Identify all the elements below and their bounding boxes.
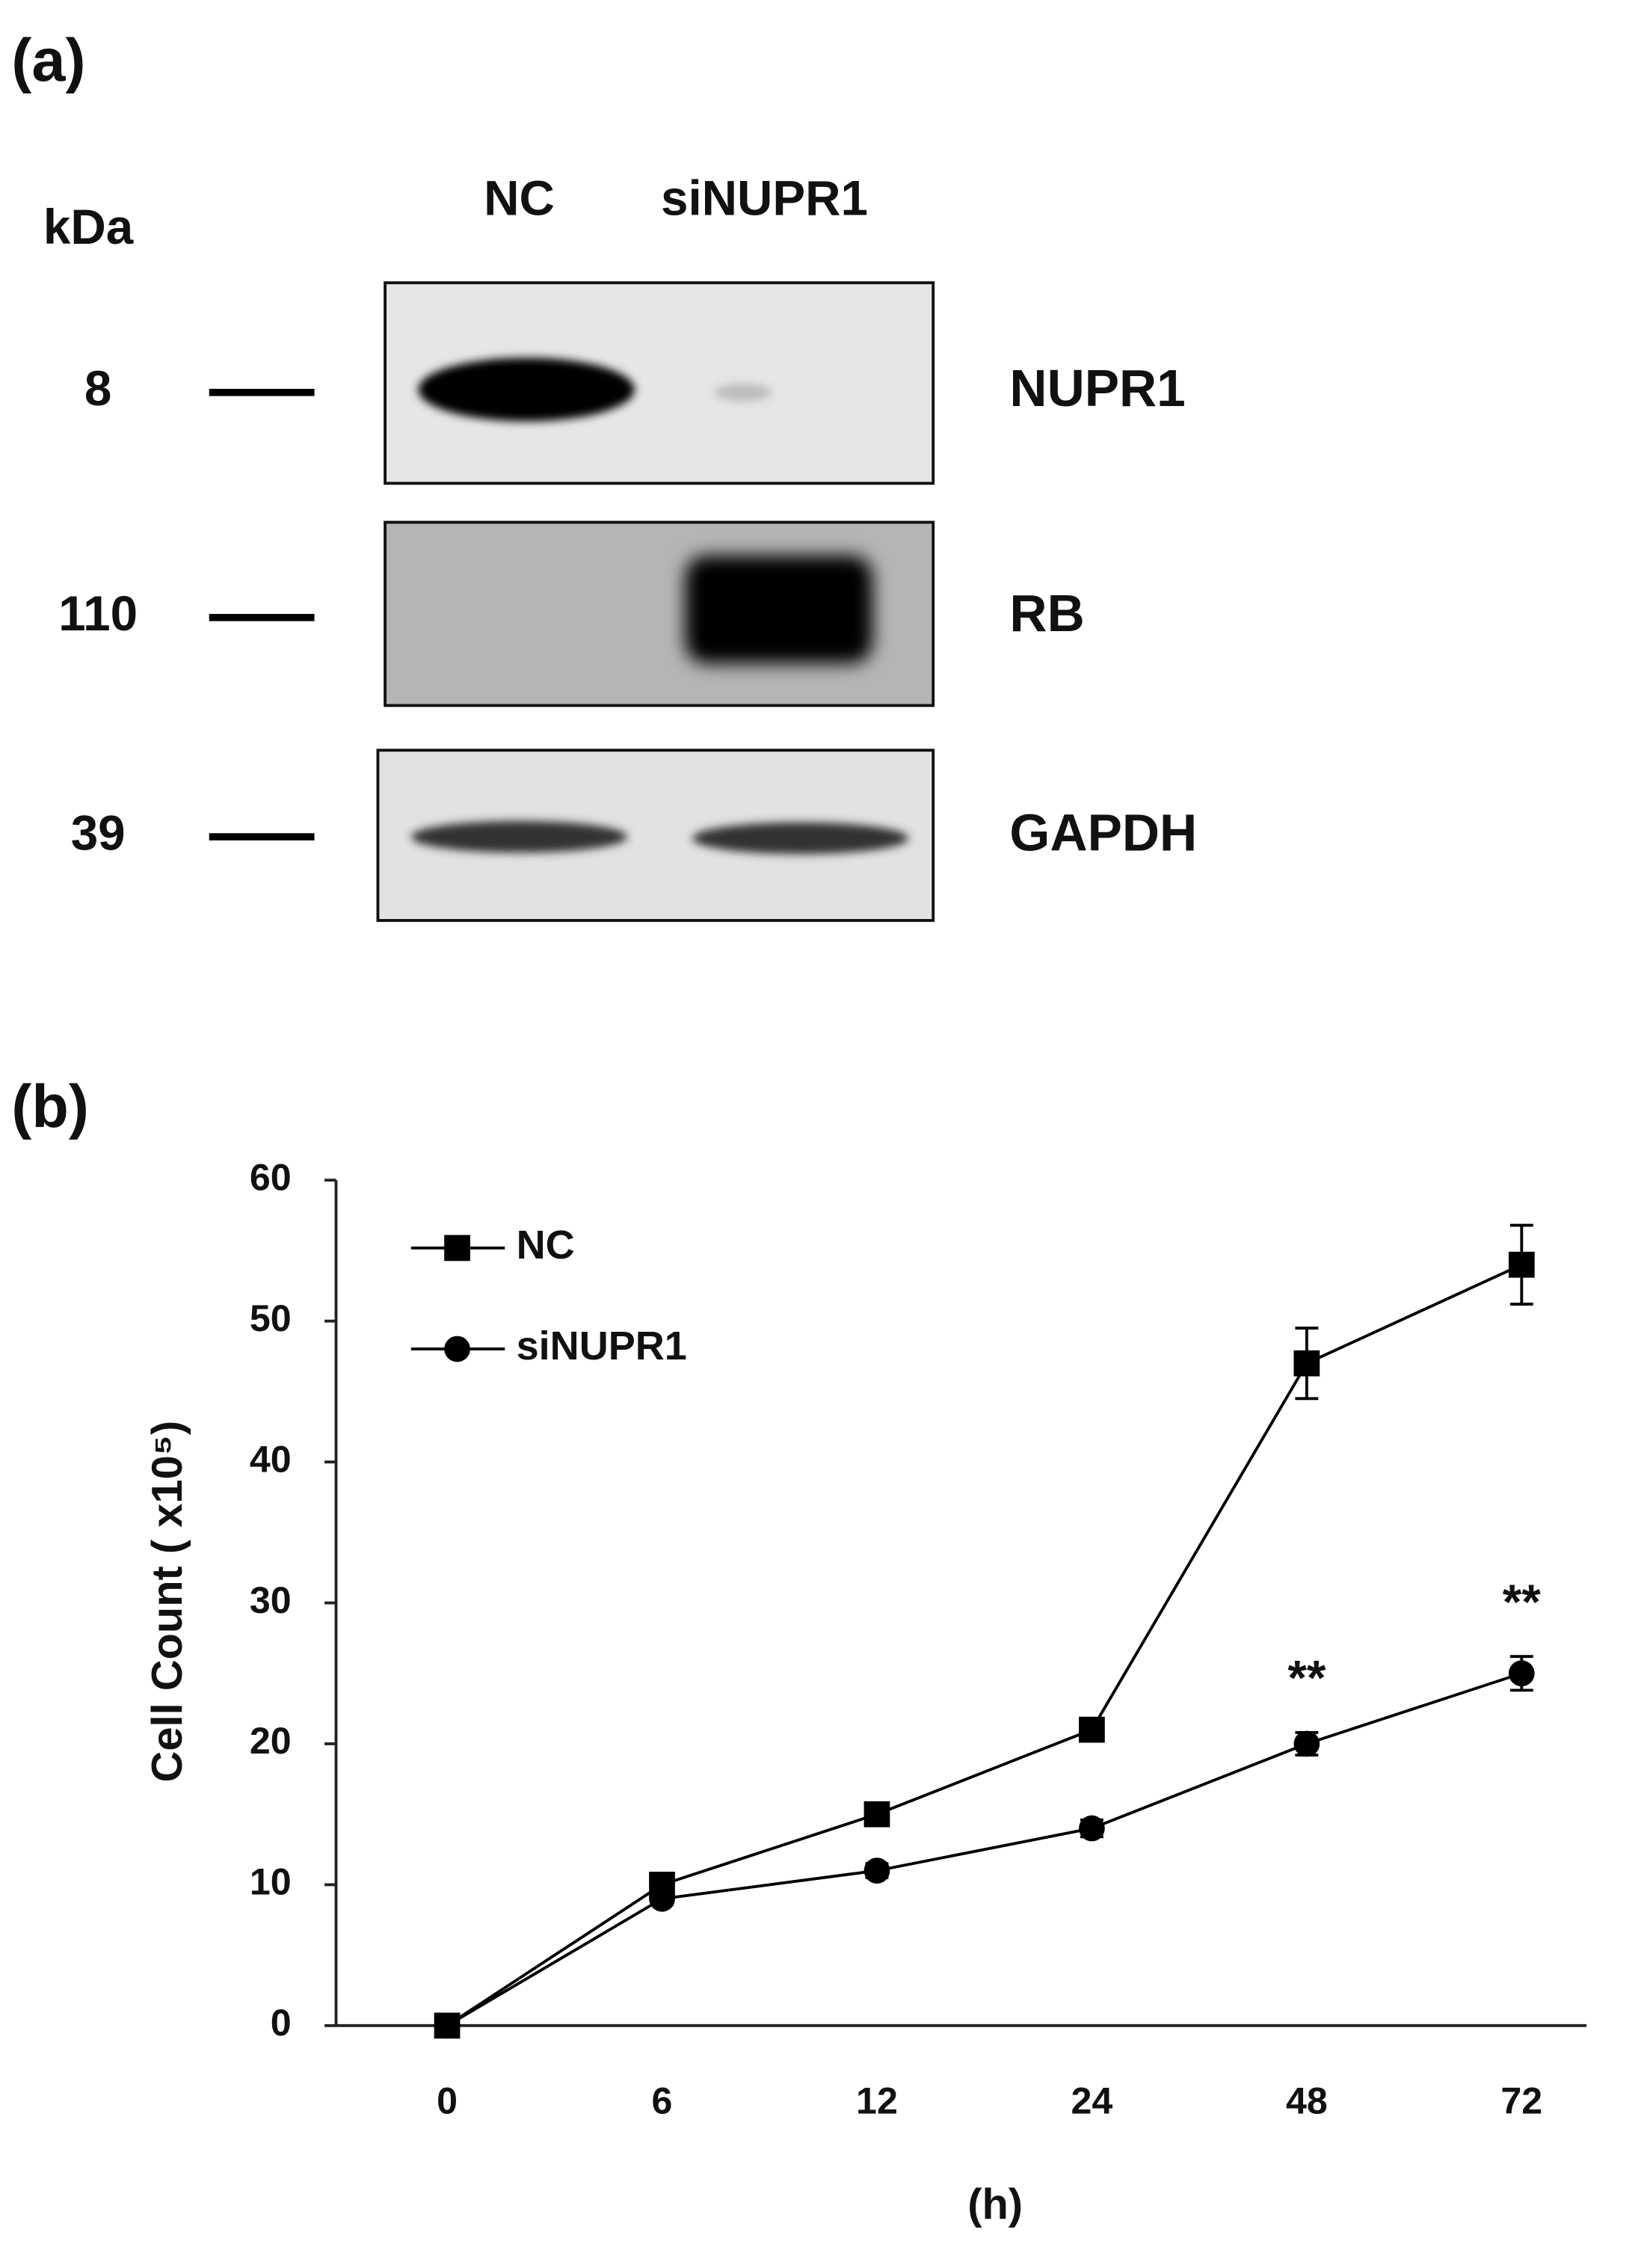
y-tick-label: 20 bbox=[250, 1720, 292, 1762]
data-point bbox=[864, 1857, 890, 1884]
annotation: ** bbox=[1287, 1651, 1326, 1706]
legend-marker bbox=[444, 1235, 470, 1261]
x-tick-label: 0 bbox=[437, 2080, 458, 2121]
data-point bbox=[1293, 1350, 1320, 1377]
protein-label: RB bbox=[1009, 584, 1084, 642]
y-tick-label: 60 bbox=[250, 1156, 292, 1198]
marker-size: 110 bbox=[58, 586, 138, 641]
y-tick-label: 10 bbox=[250, 1861, 292, 1903]
band bbox=[410, 820, 628, 853]
y-axis-label: Cell Count ( x10⁵) bbox=[144, 1421, 191, 1783]
x-tick-label: 6 bbox=[652, 2080, 673, 2121]
x-tick-label: 72 bbox=[1500, 2080, 1542, 2121]
panel-label: (b) bbox=[11, 1073, 88, 1140]
legend-label: siNUPR1 bbox=[517, 1324, 687, 1368]
band bbox=[692, 822, 909, 855]
data-point bbox=[1508, 1660, 1535, 1687]
x-axis-label: (h) bbox=[967, 2181, 1023, 2228]
band bbox=[713, 384, 772, 402]
y-tick-label: 50 bbox=[250, 1297, 292, 1339]
x-tick-label: 48 bbox=[1286, 2080, 1328, 2121]
data-point bbox=[864, 1801, 890, 1828]
data-point bbox=[434, 2012, 461, 2039]
band bbox=[418, 357, 635, 422]
protein-label: NUPR1 bbox=[1009, 359, 1185, 417]
data-point bbox=[1079, 1815, 1105, 1842]
marker-size: 8 bbox=[84, 361, 111, 416]
y-tick-label: 30 bbox=[250, 1579, 292, 1621]
panel-label: (a) bbox=[11, 27, 85, 94]
data-point bbox=[649, 1885, 675, 1912]
chart: (b) 0 10 20 30 40 50 60 0 6 12 24 48 72 (h) Cell Count … bbox=[11, 1073, 1587, 2228]
series-line bbox=[446, 1671, 1522, 2027]
protein-label: GAPDH bbox=[1009, 803, 1197, 861]
data-point bbox=[1508, 1251, 1535, 1278]
y-tick-label: 40 bbox=[250, 1438, 292, 1480]
band bbox=[685, 555, 873, 664]
y-tick-label: 0 bbox=[271, 2002, 292, 2044]
series-line bbox=[446, 1263, 1523, 2027]
x-tick-label: 24 bbox=[1071, 2080, 1113, 2121]
annotation: ** bbox=[1503, 1575, 1542, 1629]
marker-size: 39 bbox=[71, 805, 126, 860]
unit-label: kDa bbox=[43, 200, 134, 254]
data-point bbox=[1079, 1716, 1105, 1743]
legend-marker bbox=[444, 1336, 470, 1362]
lane-label: NC bbox=[484, 170, 555, 225]
legend-label: NC bbox=[517, 1223, 575, 1267]
x-tick-label: 12 bbox=[856, 2080, 898, 2121]
markers: 8 NUPR1 110 RB 39 GAPDH bbox=[58, 359, 1197, 861]
lane-label: siNUPR1 bbox=[661, 170, 868, 225]
data-point bbox=[1293, 1730, 1320, 1757]
